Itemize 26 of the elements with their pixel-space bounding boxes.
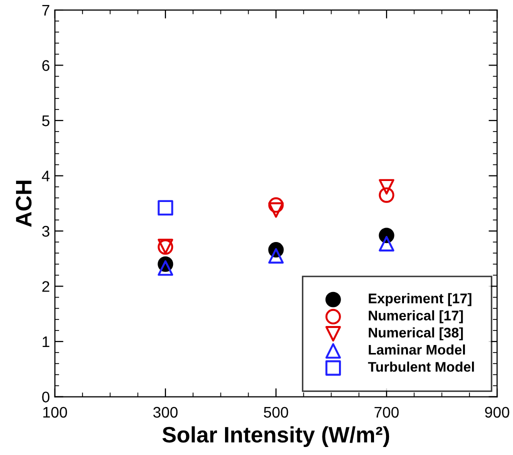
legend-label: Numerical [38] [368, 327, 463, 340]
x-tick-label: 300 [153, 406, 178, 418]
legend-label: Numerical [17] [368, 310, 463, 324]
y-tick-label: 2 [42, 281, 50, 292]
x-tick-label: 100 [43, 406, 68, 418]
x-axis-title: Solar Intensity (W/m²) [162, 426, 390, 447]
legend-label: Turbulent Model [368, 362, 474, 372]
y-tick-label: 1 [42, 336, 50, 348]
x-tick-label: 700 [374, 406, 399, 418]
y-tick-label: 3 [42, 226, 50, 237]
y-tick-label: 7 [42, 5, 50, 16]
point [158, 200, 174, 216]
point [378, 179, 394, 195]
point [268, 248, 284, 264]
point [158, 260, 174, 276]
point [268, 202, 284, 218]
y-tick-label: 5 [42, 116, 50, 126]
legend-label: Laminar Model [368, 344, 465, 355]
point [378, 236, 394, 252]
y-tick-label: 6 [42, 60, 50, 71]
y-tick-label: 0 [42, 392, 50, 402]
legend-label: Experiment [17] [368, 293, 472, 306]
y-tick-label: 4 [42, 170, 50, 182]
y-axis-title: ACH [16, 180, 32, 227]
x-tick-label: 500 [264, 406, 288, 418]
x-tick-label: 900 [485, 406, 510, 418]
